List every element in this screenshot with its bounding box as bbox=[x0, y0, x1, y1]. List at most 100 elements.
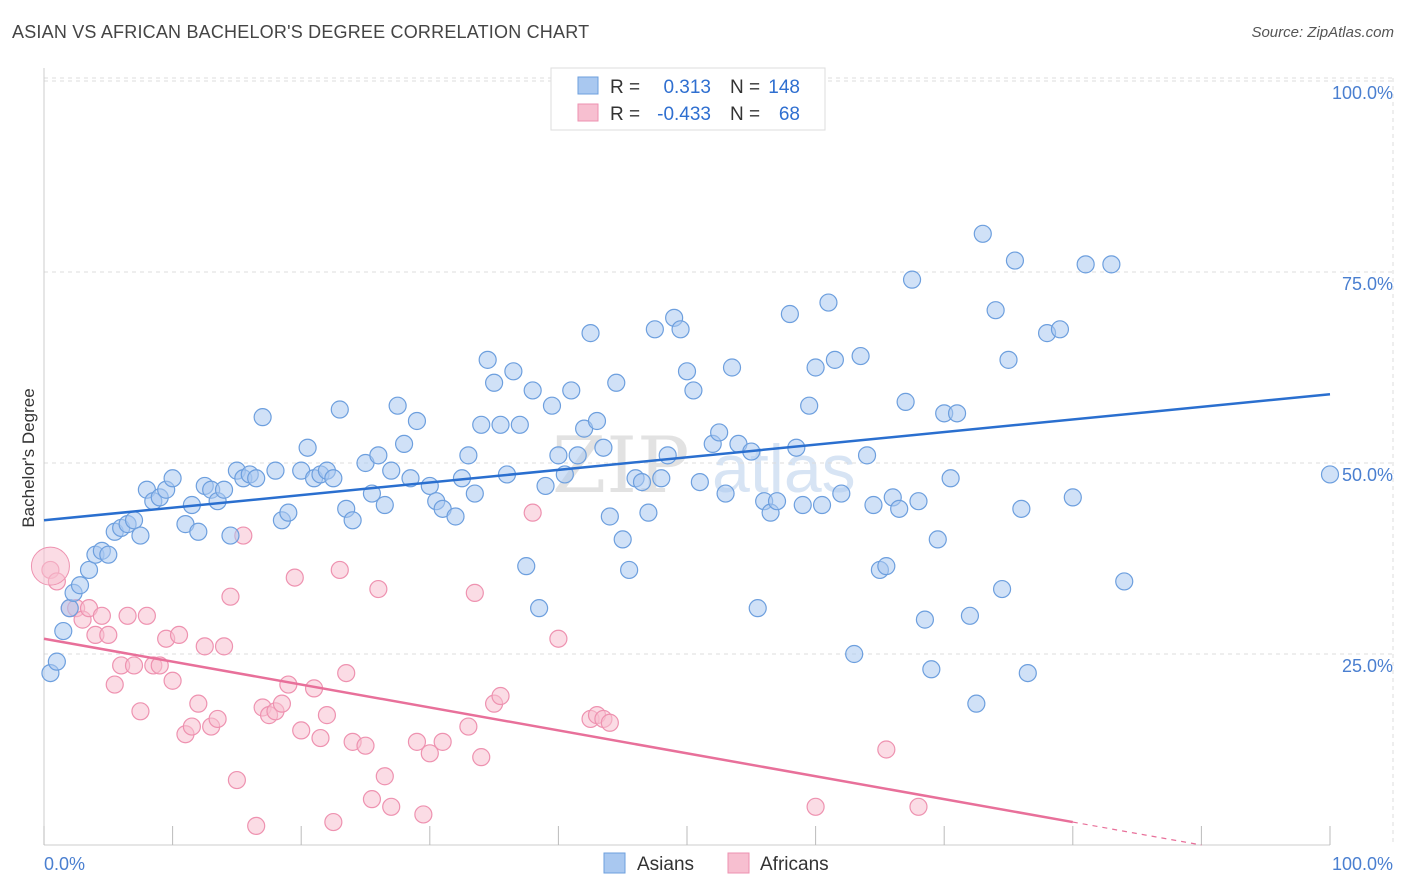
africans-point-65 bbox=[806, 797, 825, 816]
y-tick-label-25: 25.0% bbox=[1342, 656, 1393, 676]
asians-points bbox=[41, 224, 1340, 713]
africans-point-50 bbox=[407, 732, 427, 751]
asians-point-95 bbox=[690, 473, 709, 492]
asians-point-139 bbox=[1012, 499, 1031, 518]
africans-point-49 bbox=[382, 797, 401, 816]
africans-point-54 bbox=[459, 717, 478, 736]
africans-point-64 bbox=[600, 713, 619, 732]
asians-point-47 bbox=[369, 446, 388, 465]
asians-point-71 bbox=[536, 476, 555, 496]
africans-point-42 bbox=[330, 560, 349, 580]
series-legend: Asians Africans bbox=[603, 852, 829, 875]
watermark-zip: ZIP bbox=[552, 421, 690, 511]
bottom-legend-africans[interactable]: Africans bbox=[760, 854, 829, 875]
legend-r-asians: 0.313 bbox=[663, 77, 711, 98]
africans-point-12 bbox=[124, 656, 144, 675]
africans-point-26 bbox=[214, 637, 234, 656]
africans-point-27 bbox=[221, 587, 240, 606]
asians-point-118 bbox=[864, 495, 883, 515]
asians-point-127 bbox=[922, 660, 941, 679]
asians-point-83 bbox=[613, 530, 632, 549]
asians-point-42 bbox=[330, 400, 349, 419]
asians-point-27 bbox=[221, 526, 240, 545]
africans-point-14 bbox=[137, 606, 156, 625]
asians-point-106 bbox=[780, 304, 799, 324]
asians-point-82 bbox=[607, 373, 626, 392]
africans-point-22 bbox=[189, 694, 208, 713]
asians-point-111 bbox=[812, 495, 832, 515]
africans-large-point bbox=[30, 546, 70, 586]
asians-point-52 bbox=[401, 469, 420, 488]
africans-point-19 bbox=[169, 625, 189, 645]
africans-point-34 bbox=[272, 694, 292, 713]
asians-point-126 bbox=[915, 610, 935, 629]
africans-point-11 bbox=[118, 606, 137, 625]
asians-point-35 bbox=[279, 503, 298, 522]
africans-point-9 bbox=[105, 675, 124, 694]
asians-point-92 bbox=[671, 320, 690, 339]
y-tick-label-75: 75.0% bbox=[1342, 274, 1393, 294]
asians-point-14 bbox=[131, 526, 150, 545]
asians-point-33 bbox=[266, 461, 285, 480]
trend-lines bbox=[43, 392, 1331, 846]
asians-point-143 bbox=[1063, 488, 1082, 507]
africans-point-36 bbox=[285, 568, 304, 587]
asians-point-105 bbox=[767, 492, 787, 511]
asians-point-88 bbox=[645, 320, 664, 339]
asians-point-115 bbox=[845, 644, 864, 664]
asians-point-80 bbox=[594, 438, 613, 457]
africans-point-8 bbox=[99, 625, 118, 645]
asians-point-110 bbox=[806, 358, 825, 377]
asians-point-86 bbox=[632, 473, 652, 492]
africans-point-67 bbox=[909, 797, 928, 816]
legend-n-asians: 148 bbox=[768, 77, 800, 98]
bottom-legend-asians[interactable]: Asians bbox=[637, 854, 694, 875]
asians-point-130 bbox=[941, 469, 960, 488]
africans-point-47 bbox=[369, 579, 388, 599]
asians-point-64 bbox=[491, 415, 510, 434]
africans-point-55 bbox=[465, 583, 484, 602]
asians-point-32 bbox=[253, 408, 272, 427]
asians-point-78 bbox=[581, 324, 600, 343]
asians-point-75 bbox=[562, 381, 581, 400]
legend-swatch-asians bbox=[577, 76, 599, 95]
asians-point-87 bbox=[639, 503, 658, 522]
asians-point-90 bbox=[658, 446, 677, 465]
africans-point-45 bbox=[356, 736, 375, 755]
asians-point-93 bbox=[677, 362, 697, 381]
asians-point-41 bbox=[324, 469, 343, 488]
asians-trend-line bbox=[43, 392, 1331, 522]
asians-point-136 bbox=[992, 579, 1012, 599]
africans-point-52 bbox=[420, 744, 439, 763]
africans-point-58 bbox=[491, 686, 510, 706]
asians-point-145 bbox=[1102, 255, 1121, 274]
asians-point-84 bbox=[620, 560, 639, 580]
bottom-swatch-africans[interactable] bbox=[727, 852, 750, 874]
asians-point-131 bbox=[947, 404, 967, 423]
legend-r-label-africans: R = bbox=[610, 104, 640, 125]
asians-point-114 bbox=[832, 484, 851, 503]
africans-trend-line bbox=[43, 637, 1074, 824]
asians-point-108 bbox=[793, 495, 812, 515]
asians-point-66 bbox=[504, 362, 523, 381]
africans-point-28 bbox=[227, 770, 246, 790]
asians-point-69 bbox=[523, 381, 542, 400]
asians-point-120 bbox=[877, 557, 896, 576]
africans-point-41 bbox=[324, 812, 343, 832]
asians-point-138 bbox=[1005, 251, 1025, 270]
asians-point-112 bbox=[819, 293, 838, 312]
africans-point-60 bbox=[549, 629, 568, 648]
bottom-swatch-asians[interactable] bbox=[603, 852, 626, 874]
y-tick-label-50: 50.0% bbox=[1342, 465, 1393, 485]
africans-points bbox=[30, 503, 928, 836]
asians-point-109 bbox=[800, 396, 819, 415]
asians-point-48 bbox=[375, 495, 394, 515]
legend-n-label-africans: N = bbox=[730, 104, 760, 125]
asians-point-67 bbox=[510, 415, 529, 434]
asians-point-37 bbox=[298, 438, 317, 457]
asians-point-3 bbox=[60, 599, 79, 618]
africans-point-48 bbox=[375, 767, 394, 786]
africans-point-40 bbox=[317, 706, 337, 725]
y-axis-label: Bachelor's Degree bbox=[19, 388, 38, 527]
africans-point-39 bbox=[311, 728, 330, 748]
